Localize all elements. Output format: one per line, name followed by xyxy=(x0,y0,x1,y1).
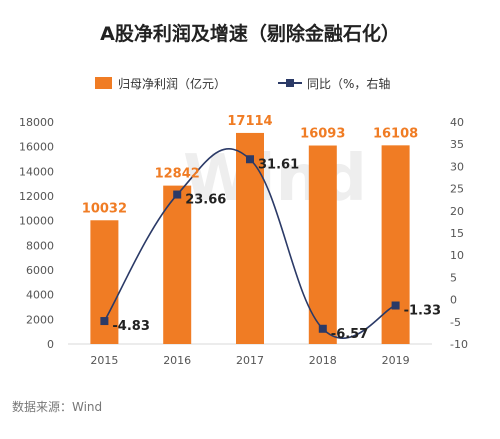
bar-series xyxy=(90,132,410,344)
bar-value-label: 10032 xyxy=(82,201,127,216)
left-tick-label: 12000 xyxy=(19,190,54,203)
right-tick-label: 25 xyxy=(450,183,464,196)
x-axis: 2015 2016 2017 2018 2019 xyxy=(68,343,432,367)
bar xyxy=(308,145,337,344)
right-tick-label: 35 xyxy=(450,138,464,151)
x-tick-label: 2018 xyxy=(309,354,337,367)
line-value-label: -1.33 xyxy=(404,304,441,319)
legend: 归母净利润（亿元） 同比（%，右轴 xyxy=(95,76,390,91)
left-tick-label: 14000 xyxy=(19,165,54,178)
line-marker xyxy=(173,190,182,199)
line-marker xyxy=(318,324,327,333)
line-value-label: 31.61 xyxy=(258,157,299,172)
left-tick-label: 16000 xyxy=(19,141,54,154)
bar xyxy=(163,185,192,344)
left-axis: 0 2000 4000 6000 8000 10000 12000 14000 16000 180… xyxy=(19,116,54,351)
right-tick-label: 10 xyxy=(450,249,464,262)
right-tick-label: 20 xyxy=(450,205,464,218)
right-tick-label: -10 xyxy=(450,338,468,351)
right-tick-label: -5 xyxy=(450,316,461,329)
line-value-label: -6.57 xyxy=(331,327,368,342)
chart-title: A股净利润及增速（剔除金融石化） xyxy=(100,22,400,45)
right-tick-label: 0 xyxy=(450,294,457,307)
left-tick-label: 6000 xyxy=(26,264,54,277)
bar-value-label: 12842 xyxy=(155,167,200,182)
line-value-label: -4.83 xyxy=(112,319,149,334)
bar-value-label: 16108 xyxy=(373,126,418,141)
x-tick-label: 2017 xyxy=(236,354,264,367)
left-tick-label: 10000 xyxy=(19,215,54,228)
right-tick-label: 40 xyxy=(450,116,464,129)
right-tick-label: 30 xyxy=(450,160,464,173)
bar-value-label: 17114 xyxy=(227,114,272,129)
line-marker xyxy=(246,155,254,164)
line-value-label: 23.66 xyxy=(185,193,226,208)
legend-swatch-marker xyxy=(286,79,294,87)
bar-value-label: 16093 xyxy=(300,127,345,142)
source-note: 数据来源：Wind xyxy=(12,399,102,414)
legend-label-bar: 归母净利润（亿元） xyxy=(118,76,226,91)
x-tick-label: 2015 xyxy=(90,354,118,367)
legend-label-line: 同比（%，右轴 xyxy=(307,76,390,91)
legend-swatch-bar xyxy=(95,77,112,89)
right-axis: -10 -5 0 5 10 15 20 25 30 35 40 xyxy=(450,116,468,351)
left-tick-label: 18000 xyxy=(19,116,54,129)
data-labels: 10032 12842 17114 16093 16108 -4.83 23.66 31.61… xyxy=(82,114,441,342)
left-tick-label: 8000 xyxy=(26,239,54,252)
bar xyxy=(236,132,264,344)
left-tick-label: 4000 xyxy=(26,289,54,302)
line-series xyxy=(100,148,400,339)
x-tick-label: 2016 xyxy=(163,354,191,367)
line-marker xyxy=(391,301,400,310)
line-marker xyxy=(100,317,109,326)
left-tick-label: 0 xyxy=(47,338,54,351)
left-tick-label: 2000 xyxy=(26,313,54,326)
right-tick-label: 5 xyxy=(450,271,457,284)
x-tick-label: 2019 xyxy=(382,354,410,367)
right-tick-label: 15 xyxy=(450,227,464,240)
